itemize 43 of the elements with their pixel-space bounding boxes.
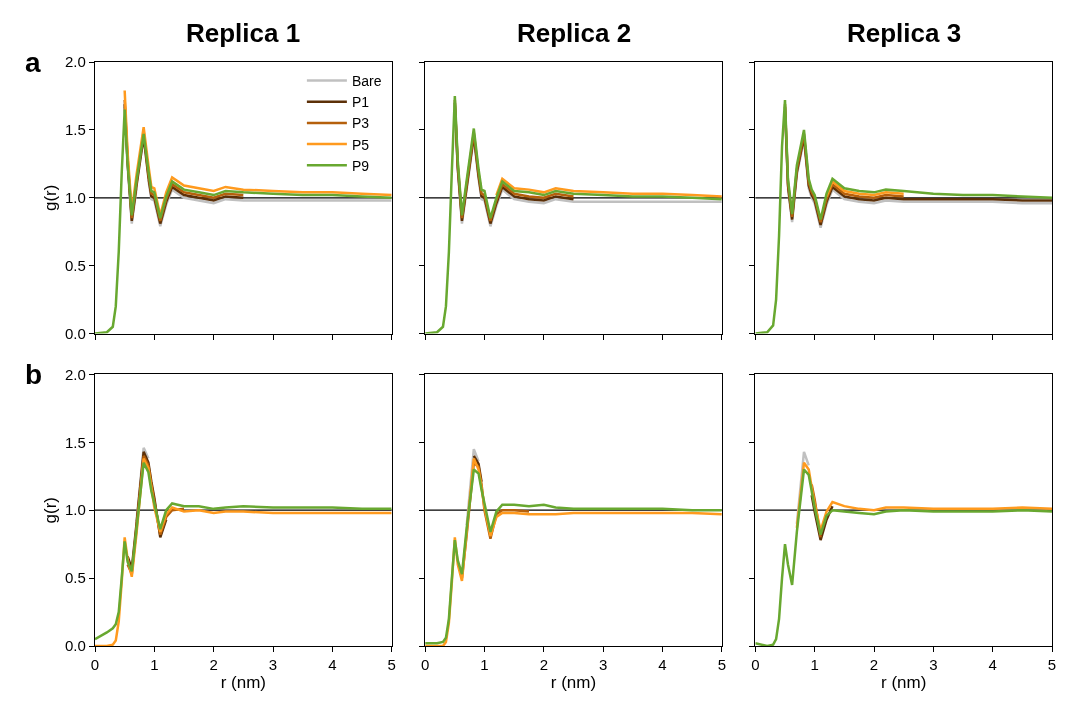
y-tick-label: 1.0 (65, 501, 86, 519)
x-tick-label: 2 (209, 656, 218, 674)
x-tick-label: 2 (869, 656, 879, 674)
y-axis-title: g(r) (40, 496, 60, 524)
x-tick-label: 4 (658, 656, 667, 674)
y-tick-label: 0.0 (65, 637, 86, 655)
y-tick-label: 0.5 (65, 569, 86, 587)
x-axis-title: r (nm) (220, 673, 266, 693)
y-tick-label: 2.0 (65, 365, 86, 383)
y-tick-label: 1.0 (65, 189, 86, 207)
x-tick-label: 2 (539, 656, 549, 674)
text: a (25, 47, 41, 78)
legend-label: P9 (351, 157, 370, 174)
legend-label: P5 (351, 136, 370, 153)
x-axis-title: r (nm) (881, 673, 927, 693)
x-tick-label: 3 (929, 656, 938, 674)
x-tick-label: 5 (1047, 656, 1057, 674)
x-tick-label: 1 (150, 656, 159, 674)
y-tick-label: 2.0 (65, 53, 86, 71)
legend-label: P1 (351, 94, 370, 111)
y-tick-label: 0.5 (65, 256, 86, 274)
y-axis-title: g(r) (40, 184, 60, 212)
chart-title: Replica 3 (847, 18, 962, 48)
y-tick-label: 1.5 (65, 433, 86, 451)
x-tick-label: 1 (480, 656, 489, 674)
x-tick-label: 5 (387, 656, 396, 674)
x-tick-label: 1 (810, 656, 819, 674)
x-tick-label: 4 (328, 656, 337, 674)
x-tick-label: 0 (420, 656, 430, 674)
x-tick-label: 0 (90, 656, 100, 674)
x-tick-label: 4 (988, 656, 997, 674)
legend-label: Bare (351, 72, 382, 89)
chart-title: Replica 2 (517, 18, 632, 48)
x-axis-title: r (nm) (550, 673, 597, 693)
y-tick-label: 0.0 (65, 324, 86, 342)
x-tick-label: 3 (598, 656, 608, 674)
x-tick-label: 5 (717, 656, 727, 674)
x-tick-label: 3 (268, 656, 278, 674)
y-tick-label: 1.5 (65, 121, 86, 139)
legend-label: P3 (351, 115, 370, 132)
x-tick-label: 0 (751, 656, 760, 674)
chart-title: Replica 1 (186, 18, 301, 48)
text: b (25, 359, 43, 390)
